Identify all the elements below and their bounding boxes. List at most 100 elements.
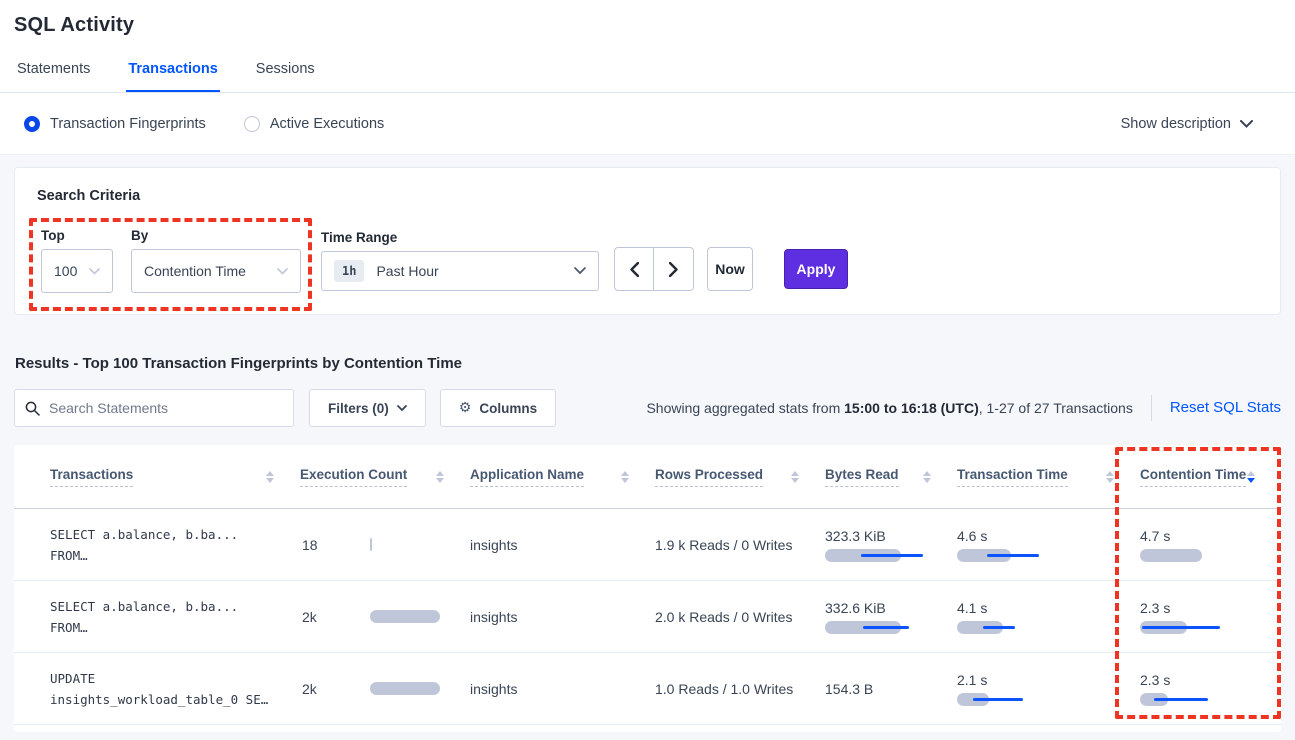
transaction-fingerprint-link[interactable]: SELECT a.balance, b.ba... FROM… [50,598,239,635]
time-range-badge: 1h [334,260,365,282]
by-label: By [131,228,149,243]
reset-sql-stats-link[interactable]: Reset SQL Stats [1150,395,1281,421]
rows-processed-cell: 1.9 k Reads / 0 Writes [655,536,793,553]
transaction-time-bar [957,692,1140,706]
table-row[interactable]: SELECT a.balance, b.ba... FROM… 2k insig… [14,581,1281,653]
bytes-read-cell: 323.3 KiB [825,528,957,562]
contention-time-cell: 2.3 s [1140,600,1281,634]
rows-processed-cell: 2.0 k Reads / 0 Writes [655,608,793,625]
chevron-down-icon [89,267,100,275]
tab-sessions[interactable]: Sessions [255,61,315,77]
sort-icon[interactable] [1106,470,1114,483]
search-criteria-heading: Search Criteria [37,188,141,204]
results-heading: Results - Top 100 Transaction Fingerprin… [15,355,463,372]
results-controls-row: Filters (0) ⚙ Columns Showing aggregated… [14,389,1281,427]
search-criteria-fields: Top 100 By Contention Time Time Range 1h… [37,228,1258,293]
top-label: Top [41,228,65,243]
header-transaction-time[interactable]: Transaction Time [957,467,1140,487]
header-bytes-read[interactable]: Bytes Read [825,467,957,487]
header-application-name[interactable]: Application Name [470,467,655,487]
gear-icon: ⚙ [458,400,472,416]
chevron-down-icon [396,404,407,411]
radio-active-executions[interactable]: Active Executions [243,115,385,132]
sort-icon-active-desc[interactable] [1247,470,1255,483]
top-field: Top 100 [41,228,113,293]
show-description-label: Show description [1120,115,1231,132]
apply-button[interactable]: Apply [784,249,848,289]
execution-count-bar [370,538,460,551]
header-execution-count[interactable]: Execution Count [300,467,470,487]
radio-transaction-fingerprints[interactable]: Transaction Fingerprints [24,115,206,132]
radio-label: Transaction Fingerprints [50,115,206,132]
chevron-down-icon [1240,119,1253,128]
transaction-time-cell: 4.1 s [957,600,1140,634]
contention-time-bar [1140,692,1281,706]
radio-label: Active Executions [269,115,385,132]
application-name-cell: insights [470,608,518,625]
view-toggle-bar: Transaction Fingerprints Active Executio… [0,93,1295,155]
chevron-down-icon [277,267,288,275]
transaction-fingerprint-link[interactable]: UPDATE insights_workload_table_0 SE… [50,670,269,707]
next-time-range-button[interactable] [654,247,694,291]
execution-count-cell: 2k [300,653,470,724]
search-statements-input[interactable] [49,400,283,416]
application-name-cell: insights [470,536,518,553]
sort-icon[interactable] [923,470,931,483]
transaction-time-cell: 2.1 s [957,672,1140,706]
by-select[interactable]: Contention Time [131,249,301,293]
by-select-value: Contention Time [144,263,246,279]
transactions-table: Transactions Execution Count Application… [14,445,1281,732]
time-range-select[interactable]: 1h Past Hour [321,251,599,291]
table-row[interactable]: UPDATE insights_workload_table_0 SE… 2k … [14,653,1281,725]
radio-selected-icon [24,115,40,132]
transaction-fingerprint-link[interactable]: SELECT a.balance, b.ba... FROM… [50,526,239,563]
columns-button[interactable]: ⚙ Columns [439,389,557,427]
previous-time-range-button[interactable] [614,247,654,291]
tab-transactions[interactable]: Transactions [126,61,220,92]
bytes-read-cell: 154.3 B [825,680,874,697]
now-button[interactable]: Now [707,247,753,291]
time-range-value: Past Hour [376,263,439,279]
tab-bar: Statements Transactions Sessions [14,61,1295,92]
time-range-field: Time Range 1h Past Hour [321,230,599,293]
aggregated-stats-text: Showing aggregated stats from 15:00 to 1… [646,400,1133,416]
transaction-time-bar [957,620,1140,634]
chevron-down-icon [574,267,586,275]
sort-icon[interactable] [791,470,799,483]
radio-unselected-icon [243,115,260,132]
sort-icon[interactable] [266,470,274,483]
transaction-time-cell: 4.6 s [957,528,1140,562]
time-range-arrows [614,247,694,291]
sort-icon[interactable] [436,470,444,483]
contention-time-cell: 2.3 s [1140,672,1281,706]
header-transactions[interactable]: Transactions [50,467,300,487]
filters-button[interactable]: Filters (0) [309,389,426,427]
transaction-time-bar [957,548,1140,562]
execution-count-bar [370,682,460,695]
header-rows-processed[interactable]: Rows Processed [655,467,825,487]
tab-statements[interactable]: Statements [17,61,91,77]
page-header: SQL Activity Statements Transactions Ses… [0,0,1295,92]
stats-area: Showing aggregated stats from 15:00 to 1… [646,395,1281,421]
sort-icon[interactable] [621,470,629,483]
top-select-value: 100 [54,263,78,279]
top-select[interactable]: 100 [41,249,113,293]
application-name-cell: insights [470,680,518,697]
table-row[interactable]: SELECT a.balance, b.ba... FROM… 18 insig… [14,509,1281,581]
header-contention-time[interactable]: Contention Time [1140,467,1281,487]
rows-processed-cell: 1.0 Reads / 1.0 Writes [655,680,794,697]
chevron-left-icon [629,261,639,277]
bytes-read-bar [825,620,957,634]
search-icon [25,401,40,416]
contention-time-cell: 4.7 s [1140,528,1281,562]
bytes-read-cell: 332.6 KiB [825,600,957,634]
show-description-toggle[interactable]: Show description [1121,116,1271,132]
search-statements-box [14,389,294,427]
execution-count-cell: 18 [300,509,470,580]
contention-time-bar [1140,620,1281,634]
time-range-label: Time Range [321,230,398,245]
page-title: SQL Activity [14,14,135,36]
by-field: By Contention Time [131,228,301,293]
bytes-read-bar [825,548,957,562]
table-header-row: Transactions Execution Count Application… [14,445,1281,509]
